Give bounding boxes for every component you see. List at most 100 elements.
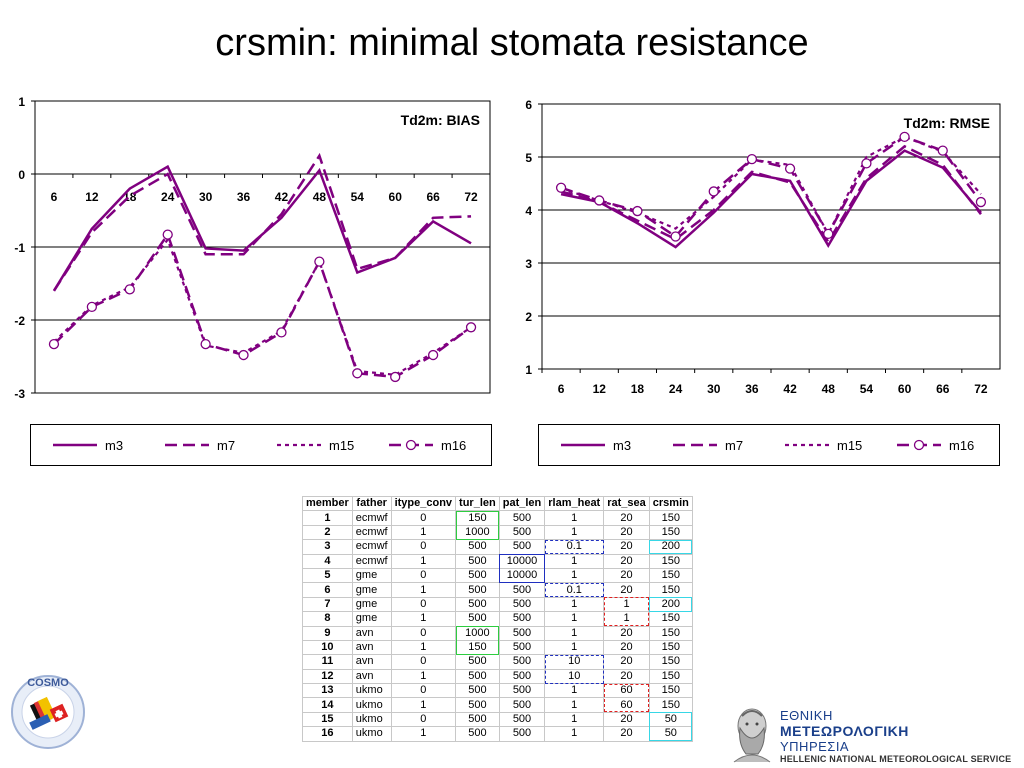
- x-tick-label: 36: [745, 382, 759, 396]
- y-tick-label: 5: [525, 151, 532, 165]
- series-line-m7: [560, 144, 982, 245]
- table-cell: 150: [648, 510, 693, 526]
- x-tick-label: 72: [464, 190, 478, 204]
- data-point-m16: [86, 301, 98, 313]
- table-cell: 20: [603, 539, 650, 555]
- y-tick-label: -2: [14, 314, 25, 328]
- table-cell: 0: [390, 596, 457, 613]
- table-cell: 60: [603, 683, 650, 699]
- series-line-m16: [560, 135, 982, 239]
- table-cell: 20: [603, 668, 650, 685]
- table-cell: 1: [390, 697, 457, 713]
- table-cell: 0: [390, 683, 457, 699]
- table-cell: 3: [302, 539, 353, 555]
- table-cell: 150: [648, 668, 693, 685]
- table-cell: 20: [603, 567, 650, 584]
- table-cell: 500: [498, 639, 546, 656]
- slide-title: crsmin: minimal stomata resistance: [215, 22, 809, 64]
- x-tick-label: 18: [631, 382, 645, 396]
- x-tick-label: 60: [898, 382, 912, 396]
- table-row: 12 avn 1 500 500 10 20 150: [302, 668, 693, 685]
- table-cell: 20: [603, 711, 650, 728]
- table-row: 13 ukmo 0 500 500 1 60 150: [302, 683, 693, 699]
- legend-label-m15: m15: [329, 438, 354, 453]
- x-tick-label: 48: [822, 382, 836, 396]
- x-tick-label: 66: [936, 382, 950, 396]
- table-cell: 1: [544, 567, 605, 584]
- data-point-m16: [784, 163, 796, 174]
- table-cell: 50: [648, 726, 693, 742]
- data-point-m16: [670, 231, 681, 242]
- series-line-m16: [53, 231, 472, 379]
- table-cell: 500: [498, 596, 546, 613]
- legend-label-m7: m7: [217, 438, 235, 453]
- table-cell: 500: [498, 726, 546, 742]
- table-cell: ukmo: [351, 726, 392, 742]
- table-cell: 500: [455, 668, 500, 685]
- x-tick-label: 42: [783, 382, 797, 396]
- table-cell: ukmo: [351, 683, 392, 699]
- table-cell: 500: [498, 654, 546, 670]
- table-cell: 20: [603, 510, 650, 526]
- data-point-m16: [465, 322, 477, 333]
- table-row: 11 avn 0 500 500 10 20 150: [302, 654, 693, 670]
- table-row: 6 gme 1 500 500 0.1 20 150: [302, 582, 693, 598]
- x-tick-label: 42: [275, 190, 289, 204]
- table-cell: 500: [498, 510, 546, 526]
- data-point-m16: [975, 196, 987, 208]
- table-cell: 150: [648, 697, 693, 713]
- table-cell: 150: [648, 582, 693, 598]
- table-cell: 500: [455, 539, 500, 555]
- table-cell: 4: [302, 553, 353, 569]
- table-cell: 1: [603, 596, 650, 613]
- table-cell: ecmwf: [351, 539, 392, 555]
- table-cell: 150: [648, 639, 693, 656]
- x-tick-label: 30: [707, 382, 721, 396]
- series-line-m3: [52, 164, 472, 292]
- column-header-rlam_heat: rlam_heat: [544, 495, 605, 512]
- legend-label-m3: m3: [105, 438, 123, 453]
- legend-marker-m16: [405, 439, 417, 451]
- table-cell: 500: [455, 726, 500, 742]
- table-cell: gme: [351, 567, 392, 584]
- table-cell: 500: [498, 611, 546, 627]
- series-line-m7: [52, 152, 472, 292]
- table-cell: 1: [390, 553, 457, 569]
- x-tick-label: 6: [558, 382, 565, 396]
- x-tick-label: 54: [351, 190, 365, 204]
- data-point-m16: [937, 145, 948, 156]
- data-point-m16: [427, 349, 439, 361]
- table-cell: 500: [455, 611, 500, 627]
- table-cell: 0: [390, 567, 457, 584]
- rmse-legend: m3 m7 m15 m16: [538, 424, 1000, 466]
- table-cell: 1000: [455, 524, 500, 541]
- table-cell: 150: [648, 611, 693, 627]
- data-point-m16: [746, 153, 758, 165]
- table-cell: 500: [498, 582, 546, 598]
- data-point-m16: [124, 284, 135, 295]
- table-cell: 1: [544, 510, 605, 526]
- table-cell: 20: [603, 582, 650, 598]
- table-cell: 9: [302, 625, 353, 641]
- table-cell: avn: [351, 654, 392, 670]
- table-row: 2 ecmwf 1 1000 500 1 20 150: [302, 524, 693, 541]
- table-cell: 8: [302, 611, 353, 627]
- table-cell: 6: [302, 582, 353, 598]
- x-tick-label: 54: [860, 382, 874, 396]
- series-line-m15: [53, 237, 472, 376]
- table-cell: 1: [544, 711, 605, 728]
- table-cell: 1: [544, 639, 605, 656]
- table-cell: 1: [544, 625, 605, 641]
- y-tick-label: 1: [18, 95, 25, 109]
- table-cell: 1: [390, 582, 457, 598]
- table-cell: 15: [302, 711, 353, 728]
- table-cell: 1: [603, 611, 650, 627]
- data-point-m16: [276, 327, 287, 338]
- hnms-line3: ΥΠΗΡΕΣΙΑ: [780, 739, 850, 754]
- data-point-m16: [594, 195, 605, 206]
- table-cell: 7: [302, 596, 353, 613]
- y-tick-label: -1: [14, 241, 25, 255]
- x-tick-label: 36: [237, 190, 251, 204]
- table-cell: gme: [351, 611, 392, 627]
- chart-title: Td2m: RMSE: [904, 115, 990, 131]
